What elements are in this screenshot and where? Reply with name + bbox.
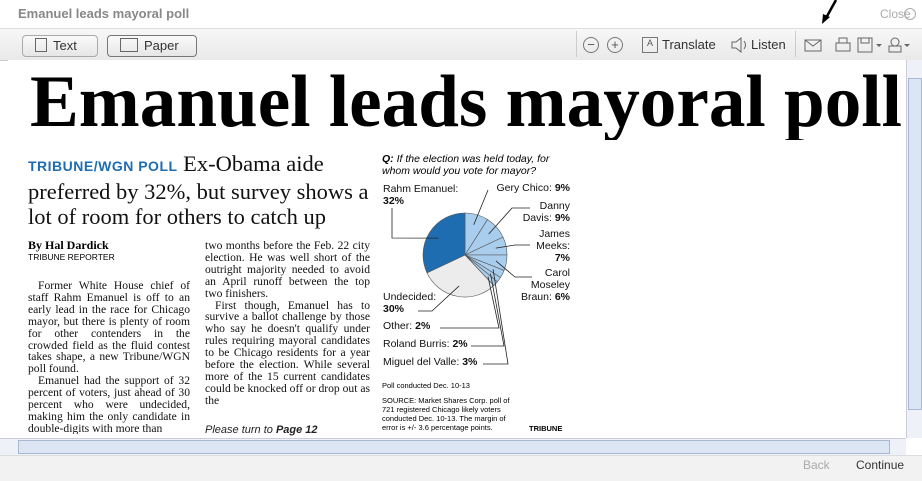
byline: By Hal Dardick: [28, 238, 109, 252]
jump-page: Page 12: [275, 424, 318, 436]
slice-value: 3%: [462, 356, 478, 368]
close-icon[interactable]: [904, 8, 916, 20]
back-button[interactable]: Back: [803, 458, 830, 472]
jump-text: Please turn to: [205, 424, 273, 436]
slice-name: Carol Moseley Braun:: [520, 267, 570, 303]
close-button[interactable]: Close: [880, 7, 911, 21]
listen-icon[interactable]: [730, 37, 748, 53]
slice-value: 6%: [554, 291, 570, 303]
horizontal-thumb[interactable]: [18, 440, 890, 454]
slice-label: Other: 2%: [383, 320, 463, 332]
separator: [576, 31, 577, 57]
slice-label: Roland Burris: 2%: [383, 338, 503, 350]
leader-line: [440, 276, 500, 329]
paragraph: First though, Emanuel has to survive a b…: [205, 298, 370, 407]
leader-line: [473, 189, 489, 225]
window-title: Emanuel leads mayoral poll: [18, 6, 190, 21]
chart-source: SOURCE: Market Shares Corp. poll of 721 …: [382, 396, 510, 432]
headline: Emanuel leads mayoral poll: [30, 61, 902, 140]
zoom-out[interactable]: −: [583, 37, 599, 53]
kicker: TRIBUNE/WGN POLL: [28, 158, 178, 174]
text-label: Text: [53, 38, 77, 53]
toolbar-icons[interactable]: [804, 37, 914, 53]
title-bar: [0, 0, 922, 29]
slice-label: Gery Chico: 9%: [480, 182, 570, 194]
deck: TRIBUNE/WGN POLL Ex-Obama aide preferred…: [28, 151, 373, 229]
headline-box: Emanuel leads mayoral poll: [30, 61, 902, 140]
annotation-arrow: [822, 0, 838, 24]
jump-line: Please turn to Page 12: [205, 424, 318, 436]
slice-name: Undecided:: [383, 291, 437, 303]
chart-credit: TRIBUNE: [529, 424, 563, 433]
translate-icon[interactable]: A: [642, 37, 658, 53]
text-button[interactable]: Text: [22, 35, 98, 57]
zoom-in[interactable]: +: [607, 37, 623, 53]
column-2: two months before the Feb. 22 city elect…: [205, 240, 370, 418]
slice-label: Carol Moseley Braun: 6%: [520, 267, 570, 303]
slice-name: Gery Chico:: [496, 182, 552, 194]
slice-name: Rahm Emanuel:: [383, 183, 459, 195]
leader-line: [495, 260, 532, 278]
slice-value: 9%: [554, 182, 570, 194]
slice-value: 2%: [452, 338, 468, 350]
question: If the election was held today, for whom…: [382, 153, 550, 177]
leader-line: [418, 285, 460, 312]
listen-button[interactable]: Listen: [751, 37, 786, 52]
question-label: Q:: [382, 153, 394, 165]
leader-line: [391, 208, 439, 239]
separator: [795, 31, 796, 57]
paper-button[interactable]: Paper: [107, 35, 197, 57]
chart-note: Poll conducted Dec. 10-13: [382, 381, 470, 390]
paragraph: Emanuel had the support of 32 percent of…: [28, 374, 190, 434]
slice-name: Other:: [383, 320, 413, 332]
slice-value: 2%: [415, 320, 431, 332]
credit: TRIBUNE REPORTER: [28, 252, 115, 262]
vertical-thumb[interactable]: [908, 78, 922, 410]
slice-value: 9%: [554, 212, 570, 224]
slice-label: Danny Davis: 9%: [510, 200, 570, 224]
pie-slice: [422, 212, 466, 274]
leader-line: [471, 273, 505, 347]
slice-name: Roland Burris:: [383, 338, 450, 350]
slice-label: Miguel del Valle: 3%: [383, 356, 513, 368]
translate-button[interactable]: Translate: [662, 37, 716, 52]
column-1: Former White House chief of staff Rahm E…: [28, 280, 190, 434]
slice-label: James Meeks: 7%: [528, 228, 570, 264]
paragraph: Former White House chief of staff Rahm E…: [28, 280, 190, 376]
slice-name: Danny Davis:: [522, 200, 570, 224]
slice-value: 30%: [383, 303, 405, 315]
leader-line: [495, 244, 530, 249]
pie-chart: Q: If the election was held today, for w…: [380, 150, 572, 438]
nav-bar: [0, 455, 922, 481]
continue-button[interactable]: Continue: [856, 458, 905, 472]
paragraph: two months before the Feb. 22 city elect…: [205, 240, 370, 300]
chart-title: Q: If the election was held today, for w…: [382, 153, 567, 177]
paper-label: Paper: [144, 38, 179, 53]
pie-slice: [426, 254, 495, 298]
slice-value: 32%: [383, 195, 405, 207]
slice-label: Undecided: 30%: [383, 291, 443, 315]
leader-line: [488, 207, 530, 235]
slice-value: 7%: [554, 252, 570, 264]
slice-label: Rahm Emanuel: 32%: [383, 183, 473, 207]
slice-name: Miguel del Valle:: [383, 356, 460, 368]
leader-line: [483, 269, 509, 365]
pie-svg: [391, 189, 532, 365]
slice-name: James Meeks:: [536, 228, 570, 252]
deck-text: Ex-Obama aide preferred by 32%, but surv…: [28, 151, 369, 229]
